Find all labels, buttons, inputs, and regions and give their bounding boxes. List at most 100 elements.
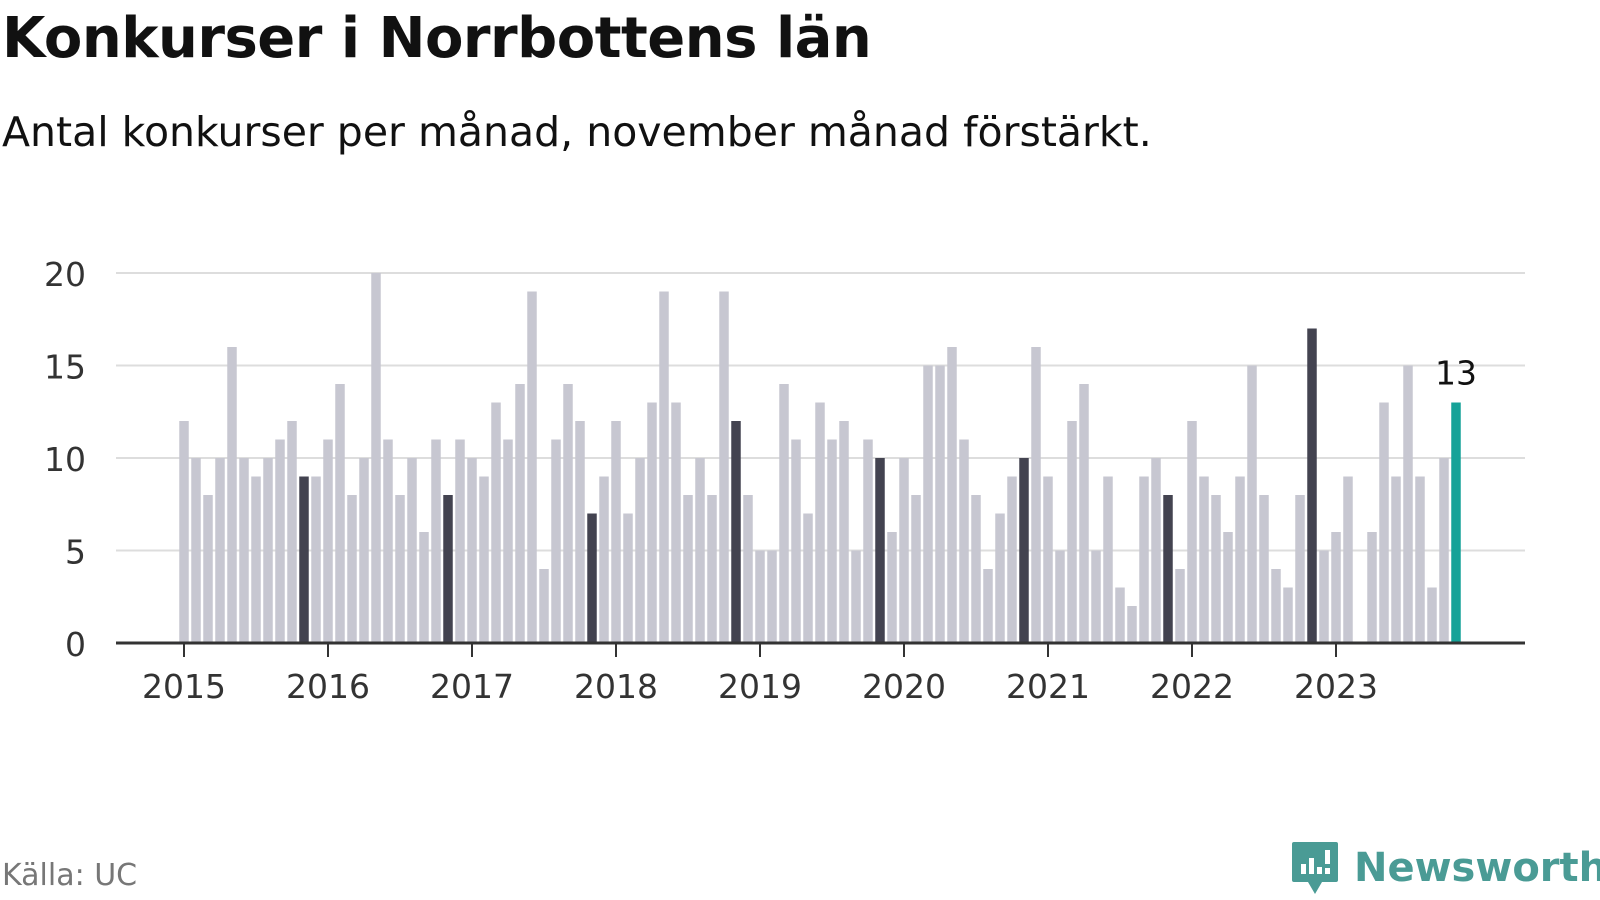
bar	[1055, 550, 1065, 643]
bar	[827, 439, 837, 643]
bar	[767, 550, 777, 643]
bar	[1031, 347, 1041, 643]
bar	[311, 476, 321, 643]
bar	[1115, 587, 1125, 643]
bar	[755, 550, 765, 643]
bar	[275, 439, 285, 643]
bar	[947, 347, 957, 643]
bar	[263, 458, 273, 643]
bar	[1283, 587, 1293, 643]
bar	[1403, 365, 1413, 643]
bar	[1103, 476, 1113, 643]
x-tick-label: 2021	[1006, 667, 1090, 706]
bar	[1199, 476, 1209, 643]
bar	[1175, 569, 1185, 643]
y-tick-label: 0	[65, 625, 86, 664]
bar	[323, 439, 333, 643]
bar	[395, 495, 405, 643]
bar	[347, 495, 357, 643]
bar	[1067, 421, 1077, 643]
x-tick-label: 2017	[430, 667, 514, 706]
bar	[1163, 495, 1173, 643]
bar	[335, 384, 345, 643]
bar	[995, 513, 1005, 643]
bar	[407, 458, 417, 643]
bar	[575, 421, 585, 643]
bar	[1007, 476, 1017, 643]
bar	[359, 458, 369, 643]
bar	[431, 439, 441, 643]
bar	[1307, 328, 1317, 643]
bar	[743, 495, 753, 643]
bar	[803, 513, 813, 643]
bar	[479, 476, 489, 643]
x-tick-label: 2019	[718, 667, 802, 706]
bar	[191, 458, 201, 643]
x-tick-label: 2022	[1150, 667, 1234, 706]
bar	[635, 458, 645, 643]
bar	[599, 476, 609, 643]
bar	[1079, 384, 1089, 643]
bar	[467, 458, 477, 643]
bar	[935, 365, 945, 643]
bar	[1043, 476, 1053, 643]
bar	[227, 347, 237, 643]
bar	[671, 402, 681, 643]
bar	[911, 495, 921, 643]
bar	[1127, 606, 1137, 643]
bar	[779, 384, 789, 643]
bar	[587, 513, 597, 643]
bar	[1427, 587, 1437, 643]
bar	[551, 439, 561, 643]
bar	[1139, 476, 1149, 643]
bar	[383, 439, 393, 643]
bar	[647, 402, 657, 643]
bar	[515, 384, 525, 643]
bar	[1295, 495, 1305, 643]
bar	[1331, 532, 1341, 643]
bar	[1211, 495, 1221, 643]
bar	[443, 495, 453, 643]
x-tick-label: 2018	[574, 667, 658, 706]
x-tick-label: 2015	[142, 667, 226, 706]
chart-title: Konkurser i Norrbottens län	[2, 6, 872, 71]
bar	[1091, 550, 1101, 643]
bar	[899, 458, 909, 643]
y-tick-label: 20	[44, 255, 86, 294]
bar	[863, 439, 873, 643]
bar	[563, 384, 573, 643]
source-note: Källa: UC	[2, 858, 138, 893]
bar	[887, 532, 897, 643]
bar	[1223, 532, 1233, 643]
bar	[683, 495, 693, 643]
bar	[287, 421, 297, 643]
bar	[215, 458, 225, 643]
bar	[371, 273, 381, 643]
bar	[491, 402, 501, 643]
bar	[539, 569, 549, 643]
bar	[179, 421, 189, 643]
bar	[1235, 476, 1245, 643]
bar	[695, 458, 705, 643]
bar	[1379, 402, 1389, 643]
bar	[1247, 365, 1257, 643]
bar	[971, 495, 981, 643]
bar	[1391, 476, 1401, 643]
bar	[1259, 495, 1269, 643]
brand-logo: Newsworthy	[1290, 840, 1600, 896]
bar	[1271, 569, 1281, 643]
bar	[851, 550, 861, 643]
y-tick-label: 10	[44, 440, 86, 479]
bar	[1343, 476, 1353, 643]
bar	[419, 532, 429, 643]
bar	[815, 402, 825, 643]
bar	[791, 439, 801, 643]
bar	[719, 291, 729, 643]
bar	[659, 291, 669, 643]
latest-value-label: 13	[1435, 354, 1477, 393]
bar	[983, 569, 993, 643]
bar	[707, 495, 717, 643]
bar	[1019, 458, 1029, 643]
x-tick-label: 2020	[862, 667, 946, 706]
bar	[1439, 458, 1449, 643]
